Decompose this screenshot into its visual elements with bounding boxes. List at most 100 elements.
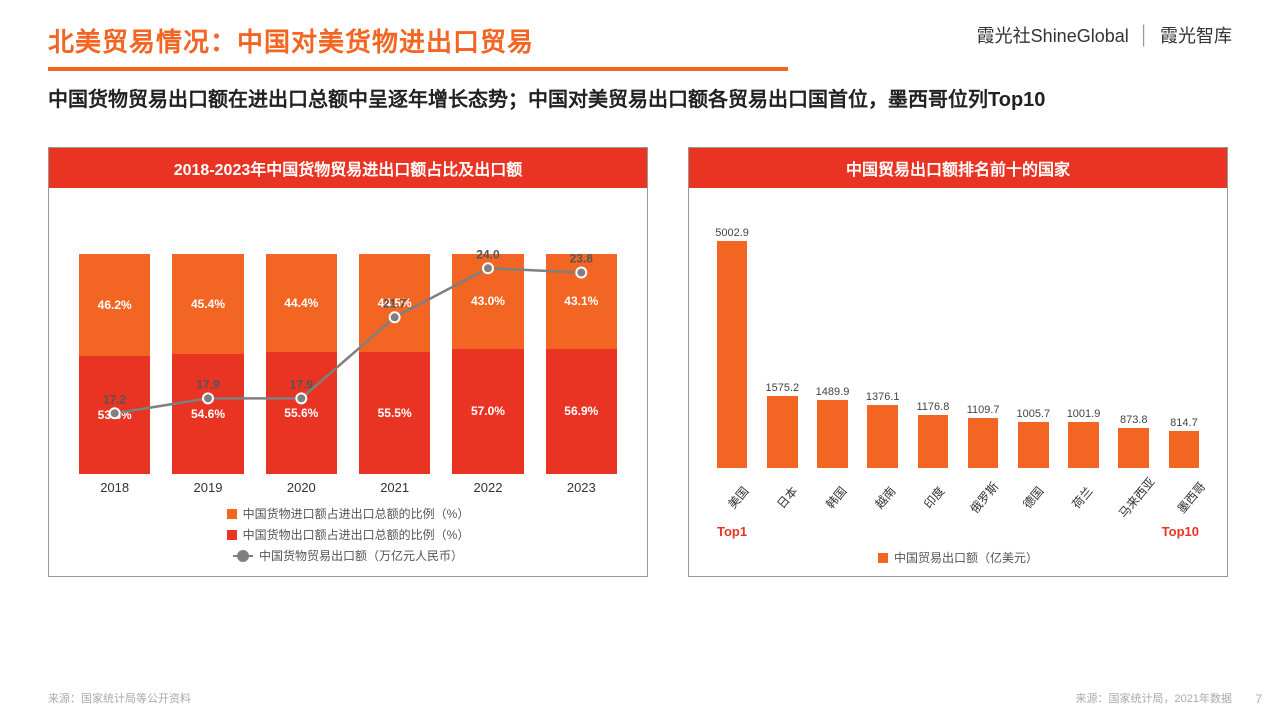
chart1-import-seg: 46.2% [79, 254, 150, 356]
chart1-xlabel: 2018 [79, 480, 150, 495]
chart1-title: 2018-2023年中国货物贸易进出口额占比及出口额 [49, 148, 647, 188]
chart2-value-label: 1575.2 [765, 382, 799, 394]
chart1-import-seg: 44.5% [359, 254, 430, 352]
chart1-bars-area: 46.2%53.8% 45.4%54.6% 44.4%55.6% 44.5%55.5%… [69, 198, 627, 474]
brand: 霞光社ShineGlobal │ 霞光智库 [977, 22, 1232, 48]
chart2-xlabel: 印度 [916, 478, 964, 527]
chart2-title: 中国贸易出口额排名前十的国家 [689, 148, 1227, 188]
legend-import-swatch [227, 509, 237, 519]
chart2-xlabels: 美国日本韩国越南印度俄罗斯德国荷兰马来西亚墨西哥 [709, 468, 1207, 524]
chart1-import-seg: 43.0% [452, 254, 523, 349]
chart1-import-seg: 45.4% [172, 254, 243, 354]
chart2-col: 1376.1 [864, 391, 902, 468]
chart1-export-seg: 56.9% [546, 349, 617, 474]
chart2-bar [817, 400, 848, 468]
legend-export-swatch [227, 530, 237, 540]
chart2-xlabel: 韩国 [818, 478, 866, 527]
chart2-col: 873.8 [1115, 414, 1153, 468]
header: 北美贸易情况：中国对美货物进出口贸易 霞光社ShineGlobal │ 霞光智库 [0, 0, 1280, 71]
chart2-xlabel: 俄罗斯 [965, 478, 1013, 527]
brand-divider: │ [1139, 25, 1150, 46]
chart1-col: 44.4%55.6% [266, 254, 337, 474]
chart1-xlabel: 2020 [266, 480, 337, 495]
chart2-legend-swatch [878, 553, 888, 563]
chart1-col: 43.0%57.0% [452, 254, 523, 474]
chart2-bar [867, 405, 898, 468]
chart1-xlabel: 2021 [359, 480, 430, 495]
chart1-col: 43.1%56.9% [546, 254, 617, 474]
chart2-col: 1109.7 [964, 404, 1002, 468]
chart2-bar [968, 418, 999, 468]
brand-left: 霞光社ShineGlobal [977, 22, 1129, 48]
title-block: 北美贸易情况：中国对美货物进出口贸易 [48, 22, 788, 71]
chart2-col: 814.7 [1165, 417, 1203, 468]
chart2-bar [918, 415, 949, 468]
chart2-value-label: 873.8 [1120, 414, 1148, 426]
rank-right: Top10 [1162, 524, 1199, 539]
legend-export-label: 中国货物出口额占进出口总额的比例（%） [243, 526, 470, 543]
chart2-bar [767, 396, 798, 468]
subtitle: 中国货物贸易出口额在进出口总额中呈逐年增长态势；中国对美贸易出口额各贸易出口国首… [0, 71, 1280, 115]
title-underline [48, 67, 788, 71]
chart1-import-seg: 43.1% [546, 254, 617, 349]
chart2-col: 1005.7 [1014, 408, 1052, 468]
chart2-value-label: 1005.7 [1016, 408, 1050, 420]
chart2-value-label: 5002.9 [715, 227, 749, 239]
chart2-col: 1575.2 [763, 382, 801, 468]
legend-line-swatch [233, 555, 253, 557]
footer: 来源：国家统计局等公开资料 来源：国家统计局，2021年数据 [0, 690, 1280, 706]
chart1-export-seg: 53.8% [79, 356, 150, 474]
chart1-xlabel: 2019 [172, 480, 243, 495]
chart2-value-label: 1376.1 [866, 391, 900, 403]
legend-line-label: 中国货物贸易出口额（万亿元人民币） [259, 547, 463, 564]
chart2-xlabel: 美国 [720, 478, 768, 527]
chart2-value-label: 1489.9 [816, 386, 850, 398]
legend-import-label: 中国货物进口额占进出口总额的比例（%） [243, 505, 470, 522]
legend-export: 中国货物出口额占进出口总额的比例（%） [227, 526, 470, 543]
chart2-bars-area: 5002.9 1575.2 1489.9 1376.1 1176.8 1109.7 1005… [709, 208, 1207, 468]
chart2-bar [1068, 422, 1099, 468]
chart1-col: 44.5%55.5% [359, 254, 430, 474]
chart2-xlabel: 越南 [867, 478, 915, 527]
page-number: 7 [1255, 692, 1262, 706]
chart2-bar [717, 241, 748, 468]
chart1-xlabel: 2022 [452, 480, 523, 495]
chart1-xlabels: 2018 2019 2020 2021 2022 2023 [69, 474, 627, 495]
chart1-export-seg: 55.6% [266, 352, 337, 474]
charts-row: 2018-2023年中国货物贸易进出口额占比及出口额 46.2%53.8% 45.… [0, 115, 1280, 577]
chart1-import-seg: 44.4% [266, 254, 337, 352]
brand-right: 霞光智库 [1160, 22, 1232, 48]
chart2-xlabel: 马来西亚 [1114, 474, 1169, 531]
chart2-col: 1176.8 [914, 401, 952, 468]
chart2-col: 1489.9 [813, 386, 851, 468]
chart1: 2018-2023年中国货物贸易进出口额占比及出口额 46.2%53.8% 45.… [48, 147, 648, 577]
chart2-value-label: 1176.8 [917, 401, 950, 413]
chart1-export-seg: 54.6% [172, 354, 243, 474]
chart1-legend: 中国货物进口额占进出口总额的比例（%） 中国货物出口额占进出口总额的比例（%） … [69, 495, 627, 576]
chart2: 中国贸易出口额排名前十的国家 5002.9 1575.2 1489.9 1376.1 1… [688, 147, 1228, 577]
chart2-col: 1001.9 [1064, 408, 1102, 468]
chart2-bar [1169, 431, 1200, 468]
chart1-xlabel: 2023 [546, 480, 617, 495]
chart2-bar [1018, 422, 1049, 468]
chart2-value-label: 814.7 [1170, 417, 1198, 429]
chart1-col: 45.4%54.6% [172, 254, 243, 474]
chart1-col: 46.2%53.8% [79, 254, 150, 474]
chart2-legend: 中国贸易出口额（亿美元） [709, 543, 1207, 576]
chart2-xlabel: 荷兰 [1063, 478, 1111, 527]
legend-import: 中国货物进口额占进出口总额的比例（%） [227, 505, 470, 522]
chart2-bar [1118, 428, 1149, 468]
chart1-export-seg: 57.0% [452, 349, 523, 474]
chart2-legend-label: 中国贸易出口额（亿美元） [894, 549, 1038, 566]
legend-line: 中国货物贸易出口额（万亿元人民币） [233, 547, 463, 564]
chart2-xlabel: 日本 [769, 478, 817, 527]
chart2-value-label: 1001.9 [1067, 408, 1101, 420]
chart2-xlabel: 墨西哥 [1173, 478, 1221, 527]
chart2-rank-row: Top1 Top10 [709, 524, 1207, 543]
page-title: 北美贸易情况：中国对美货物进出口贸易 [48, 22, 788, 59]
chart2-xlabel: 德国 [1014, 478, 1062, 527]
chart1-export-seg: 55.5% [359, 352, 430, 474]
chart2-value-label: 1109.7 [967, 404, 1000, 416]
chart2-col: 5002.9 [713, 227, 751, 468]
chart2-plot: 5002.9 1575.2 1489.9 1376.1 1176.8 1109.7 1005… [689, 188, 1227, 576]
